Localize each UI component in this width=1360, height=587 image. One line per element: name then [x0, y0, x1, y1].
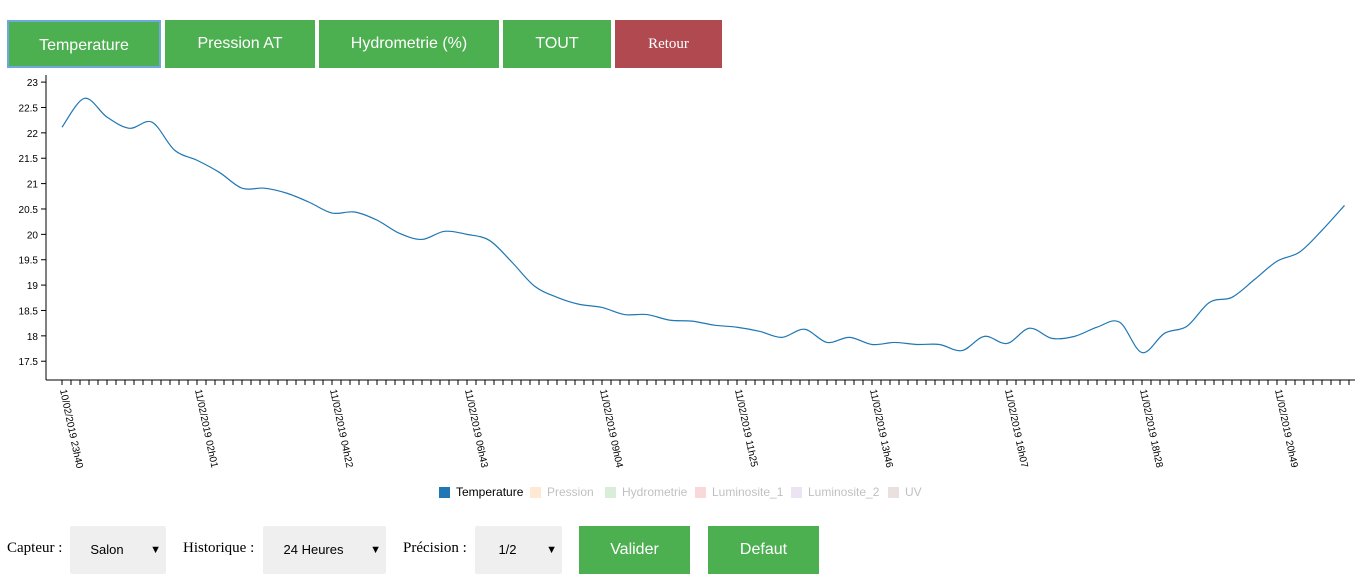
select-value: 1/2: [498, 542, 517, 557]
x-tick-label: 10/02/2019 23h40: [57, 388, 85, 470]
select-arrow: ▼: [546, 544, 557, 556]
control-label: Capteur :: [7, 540, 63, 556]
select-arrow: ▼: [150, 544, 161, 556]
select[interactable]: 24 Heures ▼: [263, 526, 386, 574]
legend-swatch: [791, 487, 802, 498]
select-arrow: ▼: [370, 544, 381, 556]
x-tick-label: 11/02/2019 18h28: [1137, 388, 1164, 469]
y-tick-label: 19: [27, 281, 39, 292]
x-tick-label: 11/02/2019 13h46: [867, 388, 894, 469]
y-tick-label: 22: [27, 129, 39, 140]
y-tick-label: 23: [27, 78, 39, 89]
legend-label: Luminosite_2: [808, 485, 880, 499]
legend-swatch: [439, 487, 450, 498]
legend-label: Hydrometrie: [622, 485, 688, 499]
control-label: Précision :: [403, 540, 467, 556]
tab-button[interactable]: Temperature: [7, 20, 161, 68]
legend-swatch: [605, 487, 616, 498]
y-tick-label: 18: [27, 332, 39, 343]
x-tick-label: 11/02/2019 11h25: [732, 388, 759, 468]
control-label: Historique :: [183, 540, 255, 556]
y-tick-label: 22.5: [19, 103, 39, 114]
x-tick-label: 11/02/2019 02h01: [192, 388, 219, 469]
select-value: Salon: [90, 542, 124, 557]
x-tick-label: 11/02/2019 04h22: [327, 388, 354, 469]
y-tick-label: 19.5: [19, 256, 39, 267]
y-tick-label: 18.5: [19, 306, 39, 317]
tab-button[interactable]: Pression AT: [165, 20, 315, 68]
legend-label: Temperature: [456, 485, 524, 499]
legend-swatch: [888, 487, 899, 498]
y-tick-label: 20.5: [19, 205, 39, 216]
legend-label: Pression: [547, 485, 594, 499]
submit-button[interactable]: Valider: [579, 526, 690, 574]
legend-label: UV: [905, 485, 922, 499]
line-series: [61, 97, 1345, 354]
y-tick-label: 21: [27, 180, 39, 191]
x-tick-label: 11/02/2019 16h07: [1002, 388, 1029, 469]
legend-swatch: [530, 487, 541, 498]
tab-button[interactable]: TOUT: [503, 20, 611, 68]
x-tick-label: 11/02/2019 06h43: [462, 388, 489, 469]
y-tick-label: 20: [27, 230, 39, 241]
select[interactable]: 1/2 ▼: [475, 526, 562, 574]
back-button[interactable]: Retour: [615, 20, 722, 68]
x-tick-label: 11/02/2019 09h04: [597, 388, 624, 469]
y-tick-label: 17.5: [19, 357, 39, 368]
legend-swatch: [695, 487, 706, 498]
legend-label: Luminosite_1: [712, 485, 784, 499]
select-value: 24 Heures: [283, 542, 344, 557]
select[interactable]: Salon ▼: [70, 526, 166, 574]
y-tick-label: 21.5: [19, 154, 39, 165]
tab-button[interactable]: Hydrometrie (%): [319, 20, 499, 68]
x-tick-label: 11/02/2019 20h49: [1272, 388, 1299, 469]
reset-button[interactable]: Defaut: [708, 526, 819, 574]
